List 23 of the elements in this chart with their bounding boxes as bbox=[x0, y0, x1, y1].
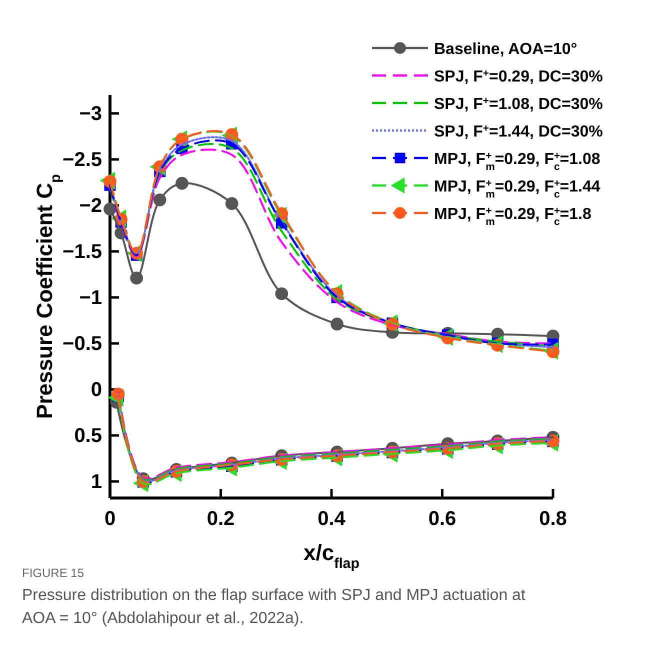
legend-label: SPJ, F$^{+}$=1.44, DC=30% bbox=[434, 123, 603, 140]
y-tick-label: 1 bbox=[90, 470, 102, 493]
y-tick-label: −0.5 bbox=[62, 332, 102, 355]
y-tick-label: 0.5 bbox=[74, 424, 102, 447]
legend-label: MPJ, F$^{+}$$_{m}$=0.29, F$^{+}$$_{c}$=1.8 bbox=[434, 206, 592, 228]
caption: FIGURE 15 bbox=[22, 566, 84, 580]
legend-label: MPJ, F$^{+}$$_{m}$=0.29, F$^{+}$$_{c}$=1.44 bbox=[434, 178, 600, 200]
x-tick-label: 0.8 bbox=[539, 508, 567, 530]
y-tick-label: −3 bbox=[79, 102, 102, 125]
x-tick-label: 0.2 bbox=[206, 508, 235, 530]
legend-label: MPJ, F$^{+}$$_{m}$=0.29, F$^{+}$$_{c}$=1.08 bbox=[434, 150, 600, 172]
x-axis-title: x/c$_{flap}$ bbox=[303, 540, 360, 572]
y-tick-label: −2 bbox=[79, 194, 102, 217]
x-tick-label: 0.6 bbox=[428, 508, 456, 530]
y-tick-label: −1 bbox=[79, 286, 102, 309]
y-tick-label: −1.5 bbox=[62, 240, 102, 263]
legend-label: SPJ, F$^{+}$=0.29, DC=30% bbox=[434, 68, 603, 86]
text: Pressure distribution on the flap surface with SPJ and MPJ actuation at AOA = 10° (Abdolahipour et al., 2022a). bbox=[22, 587, 526, 627]
legend-label: Baseline, AOA=10° bbox=[434, 41, 578, 58]
y-tick-label: −2.5 bbox=[62, 148, 102, 171]
y-tick-label: 0 bbox=[90, 378, 102, 401]
legend-label: SPJ, F$^{+}$=1.08, DC=30% bbox=[434, 96, 603, 113]
x-tick-label: 0.4 bbox=[318, 508, 346, 530]
